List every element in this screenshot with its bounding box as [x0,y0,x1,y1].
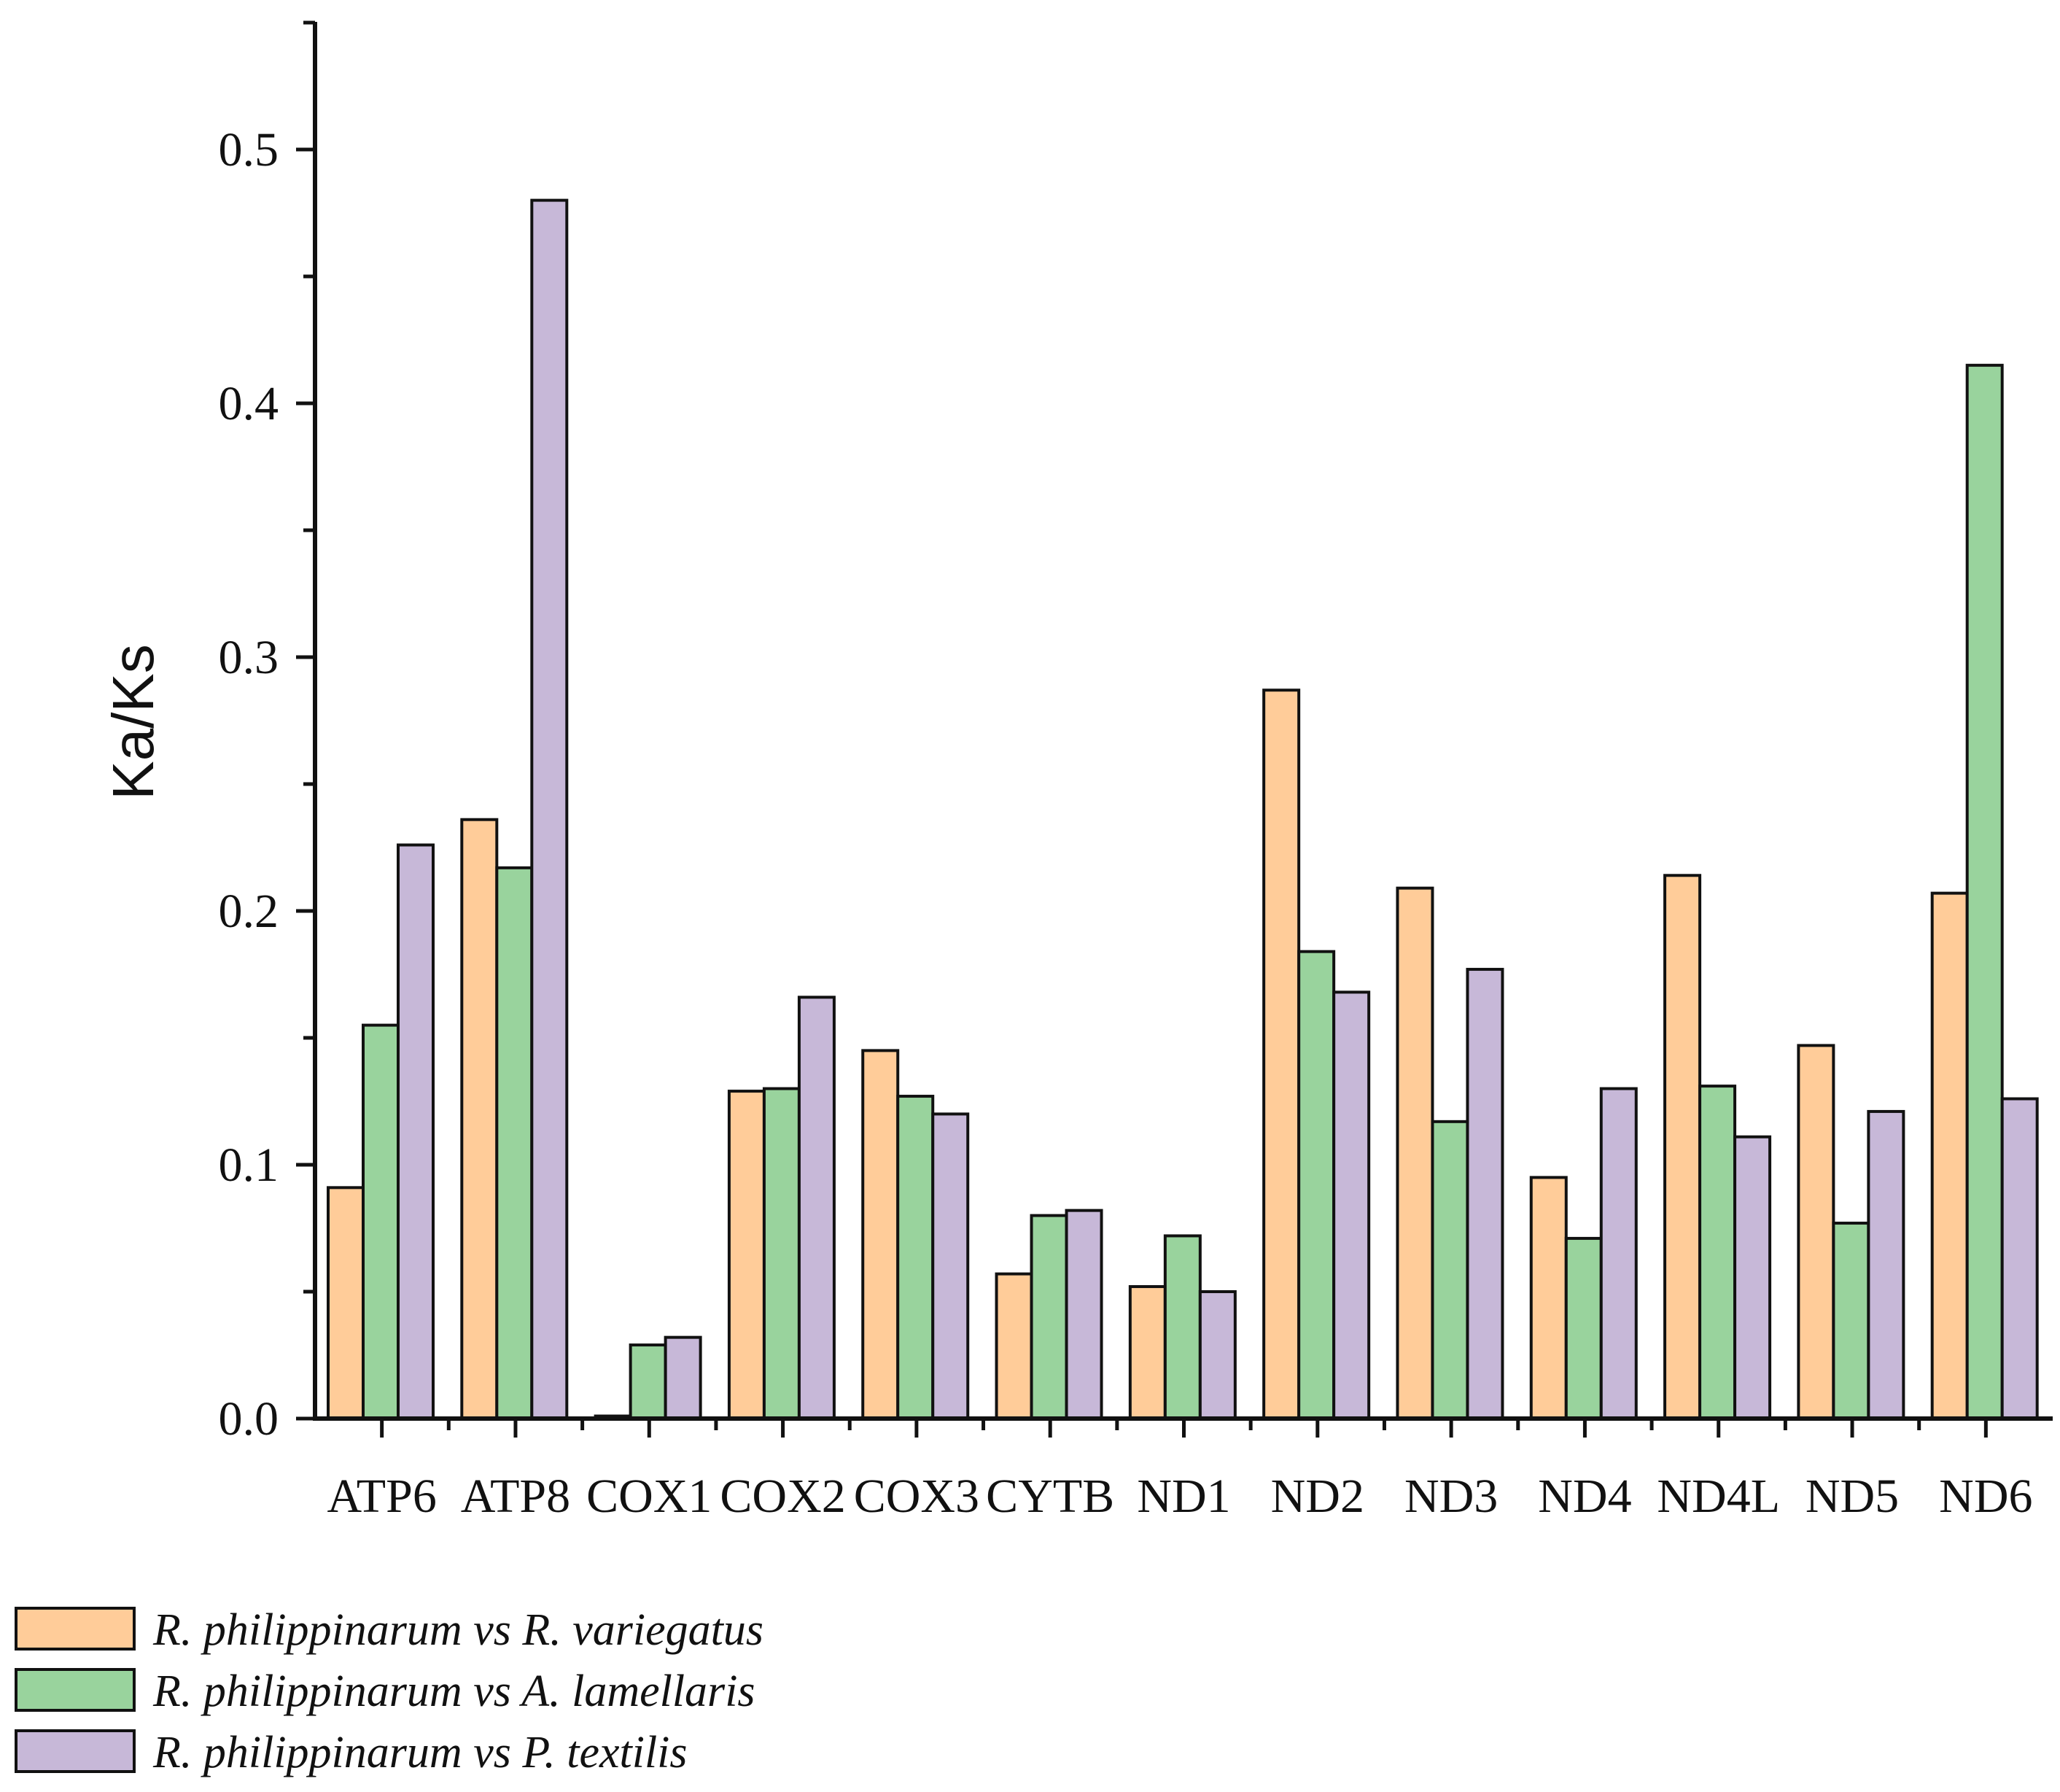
y-tick-label: 0.5 [219,123,279,177]
bars-layer [327,198,2039,1421]
bar-atp8-series-1 [460,818,499,1420]
x-tick-label: COX1 [586,1470,712,1523]
bar-nd5-series-1 [1797,1044,1835,1420]
legend-text-part: R. variegatus [521,1605,763,1655]
bar-nd3-series-2 [1431,1120,1469,1420]
legend-text-part: vs [462,1667,522,1716]
bar-cox2-series-1 [727,1090,766,1420]
bar-nd4l-series-3 [1733,1135,1772,1420]
bar-atp6-series-3 [397,843,435,1420]
x-tick-label: ATP8 [461,1470,570,1523]
bar-nd1-series-1 [1128,1285,1167,1421]
bar-cox3-series-1 [861,1049,900,1421]
legend-text-part: A. lamellaris [518,1667,755,1716]
legend-swatch-series-1 [15,1607,136,1651]
bar-cox3-series-2 [896,1095,935,1421]
bar-atp8-series-3 [530,198,569,1421]
x-tick-label: ND3 [1404,1470,1498,1523]
bar-atp6-series-2 [362,1023,400,1420]
y-axis-label: Ka/Ks [101,644,166,799]
legend-swatch-series-3 [15,1729,136,1773]
bar-cytb-series-3 [1065,1209,1103,1420]
x-tick-label: COX2 [720,1470,845,1523]
bar-atp8-series-2 [495,866,534,1420]
y-tick-label: 0.0 [219,1392,279,1446]
x-tick-label: CYTB [986,1470,1114,1523]
legend-text-part: vs [462,1605,523,1655]
x-tick-label: ND4 [1538,1470,1631,1523]
bar-nd2-series-2 [1297,950,1336,1421]
legend-text-part: R. philippinarum [152,1667,462,1716]
bar-nd6-series-2 [1965,363,2004,1420]
x-tick-label: COX3 [854,1470,979,1523]
bar-nd4-series-3 [1599,1087,1638,1420]
bar-nd3-series-3 [1466,968,1504,1421]
bar-nd4-series-1 [1529,1176,1568,1421]
y-tick-label: 0.4 [219,377,279,430]
x-tick-label: ND5 [1806,1470,1899,1523]
y-axis-ticks: 0.0 0.1 0.2 0.3 0.4 0.5 [219,20,315,1446]
bar-cox3-series-3 [931,1112,970,1421]
bar-nd4-series-2 [1564,1236,1603,1421]
y-tick-label: 0.2 [219,885,279,938]
legend-label-series-3: R. philippinarum vs P. textilis [152,1728,688,1777]
bar-cytb-series-1 [995,1272,1033,1421]
legend-label-series-2: R. philippinarum vs A. lamellaris [152,1667,755,1716]
bar-nd2-series-1 [1262,689,1301,1420]
bar-nd2-series-3 [1332,990,1371,1420]
bar-nd4l-series-2 [1698,1085,1737,1420]
bar-nd3-series-1 [1396,886,1434,1421]
legend-label-series-1: R. philippinarum vs R. variegatus [152,1605,763,1655]
bar-nd1-series-3 [1198,1290,1237,1420]
legend-text-part: R. philippinarum [152,1728,462,1777]
y-tick-label: 0.3 [219,631,279,684]
bar-cox2-series-3 [797,996,836,1420]
bar-atp6-series-1 [327,1186,365,1420]
x-tick-label: ND2 [1271,1470,1364,1523]
x-axis-ticks: ATP6 ATP8 COX1 COX2 COX3 CYTB ND1 ND2 ND3 ND4 ND4L… [327,1419,2033,1523]
x-tick-label: ATP6 [327,1470,436,1523]
legend-text-part: vs [462,1728,523,1777]
bar-cox2-series-2 [762,1087,801,1420]
bar-nd1-series-2 [1163,1234,1202,1420]
legend-text-part: R. philippinarum [152,1605,462,1655]
bar-nd5-series-3 [1867,1109,1905,1421]
bar-nd4l-series-1 [1663,874,1702,1420]
x-tick-label: ND4L [1657,1470,1780,1523]
legend-text-part: P. textilis [521,1728,687,1777]
legend-swatch-series-2 [15,1668,136,1712]
x-tick-label: ND6 [1939,1470,2032,1523]
bar-nd6-series-3 [2000,1097,2039,1421]
bar-cox1-series-3 [664,1335,702,1421]
bar-cytb-series-2 [1030,1214,1068,1420]
bar-nd6-series-1 [1930,891,1969,1420]
x-tick-label: ND1 [1137,1470,1230,1523]
y-tick-label: 0.1 [219,1139,279,1192]
bar-cox1-series-2 [629,1343,667,1420]
bar-nd5-series-2 [1832,1222,1870,1421]
